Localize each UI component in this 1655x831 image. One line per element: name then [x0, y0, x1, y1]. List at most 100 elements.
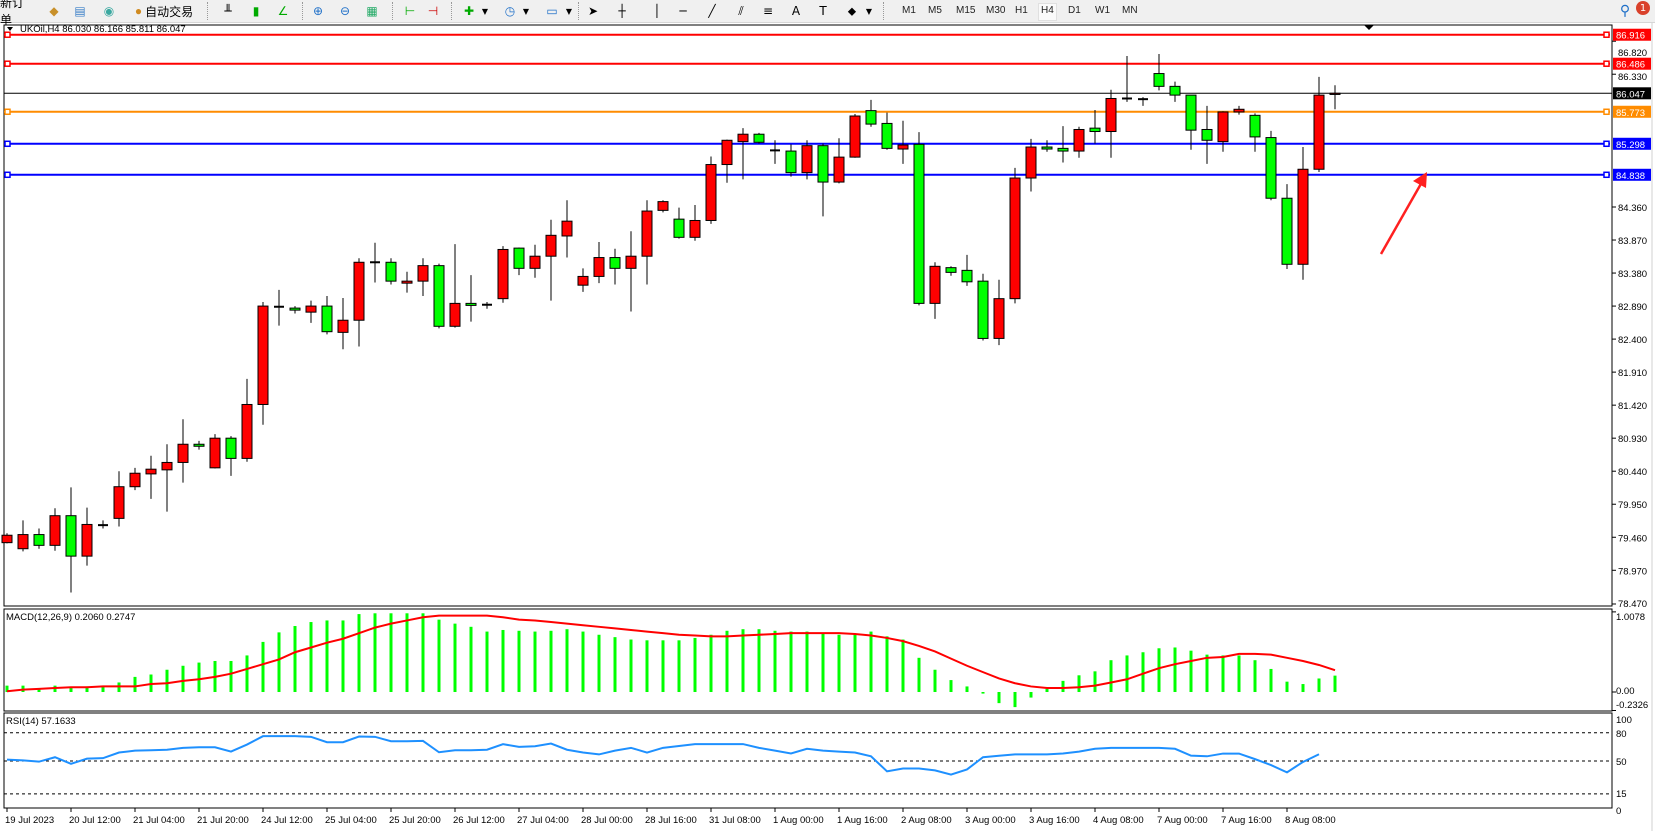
bar-chart-icon[interactable]: ╨ — [224, 4, 232, 18]
timeframe-mn-button[interactable]: MN — [1122, 5, 1138, 16]
fibonacci-icon[interactable]: ≡ — [762, 4, 774, 18]
timeframe-w1-button[interactable]: W1 — [1095, 5, 1110, 16]
periods-icon[interactable]: ◷ — [504, 4, 516, 18]
line-anchor-right[interactable] — [1603, 140, 1610, 148]
macd-axis-label: -0.2326 — [1616, 700, 1648, 711]
signal-icon[interactable]: ◉ — [103, 4, 115, 18]
candle-body — [865, 110, 877, 125]
arrows-icon[interactable]: ⬥ — [847, 3, 857, 18]
macd-histogram-bar — [725, 630, 729, 692]
macd-histogram-bar — [917, 657, 921, 692]
macd-histogram-bar — [1061, 680, 1065, 692]
candle-body — [689, 219, 701, 238]
rsi-axis-label: 0 — [1616, 806, 1621, 817]
vertical-line-icon[interactable]: │ — [653, 4, 661, 18]
timeframe-m5-button[interactable]: M5 — [928, 5, 942, 16]
macd-histogram-bar — [501, 629, 505, 692]
time-label: 1 Aug 00:00 — [773, 815, 824, 826]
text-icon[interactable]: A — [791, 4, 801, 18]
candle-body — [625, 255, 637, 269]
line-anchor-left[interactable] — [4, 60, 11, 67]
macd-histogram-bar — [357, 614, 361, 692]
macd-histogram-bar — [981, 692, 985, 694]
candle — [241, 378, 253, 462]
horizontal-line-icon[interactable]: ─ — [679, 4, 687, 18]
arrows-dropdown-icon[interactable]: ▼ — [865, 6, 873, 16]
time-label: 21 Jul 04:00 — [133, 815, 185, 826]
zoom-out-icon[interactable]: ⊖ — [339, 4, 351, 18]
macd-histogram-bar — [181, 665, 185, 692]
line-anchor-right[interactable] — [1603, 108, 1610, 116]
line-anchor-left[interactable] — [4, 140, 11, 148]
data-window-icon[interactable]: ▤ — [74, 4, 86, 18]
search-icon[interactable]: ⚲ — [1619, 3, 1631, 19]
candle — [321, 295, 333, 335]
line-anchor-right[interactable] — [1603, 31, 1610, 38]
tile-windows-icon[interactable]: ▦ — [366, 4, 378, 18]
candle-body — [801, 145, 813, 174]
cursor-icon[interactable]: ➤ — [587, 4, 599, 18]
macd-histogram-bar — [1285, 681, 1289, 692]
candle — [81, 507, 93, 566]
rsi-axis-label: 50 — [1616, 757, 1627, 768]
macd-signal-line — [6, 614, 1336, 693]
new-order-button[interactable]: 新订单 — [0, 0, 34, 27]
time-label: 3 Aug 16:00 — [1029, 815, 1080, 826]
time-label: 7 Aug 00:00 — [1157, 815, 1208, 826]
periods-dropdown-icon[interactable]: ▼ — [522, 6, 530, 16]
candle — [609, 248, 621, 285]
auto-trading-button[interactable]: ● 自动交易 — [128, 2, 200, 20]
macd-histogram-bar — [469, 626, 473, 692]
candle-body — [1153, 73, 1165, 87]
crosshair-icon[interactable]: ┼ — [618, 4, 626, 18]
chart-shift-marker-icon[interactable] — [1364, 25, 1374, 30]
timeframe-d1-button[interactable]: D1 — [1068, 5, 1081, 16]
candle-body — [561, 220, 573, 237]
line-chart-icon[interactable]: ∠ — [277, 4, 289, 18]
macd-histogram-bar — [757, 629, 761, 692]
zoom-in-icon[interactable]: ⊕ — [312, 4, 324, 18]
timeframe-m15-button[interactable]: M15 — [956, 5, 976, 16]
macd-histogram-bar — [309, 622, 313, 692]
candle — [17, 520, 29, 552]
line-anchor-right[interactable] — [1603, 60, 1610, 67]
macd-histogram-bar — [933, 669, 937, 692]
equidistant-channel-icon[interactable]: ⫽ — [738, 3, 744, 18]
candle-body — [1009, 177, 1021, 300]
candle — [49, 508, 61, 551]
line-anchor-left[interactable] — [4, 171, 11, 179]
line-anchor-left[interactable] — [4, 31, 11, 38]
chart-shift-icon[interactable]: ⊢ — [404, 4, 416, 18]
notification-icon[interactable]: 1 — [1636, 1, 1650, 15]
timeframe-m1-button[interactable]: M1 — [902, 5, 916, 16]
red-arrow-annotation[interactable] — [1379, 172, 1427, 255]
templates-icon[interactable]: ▭ — [546, 4, 558, 18]
folder-icon[interactable]: ◆ — [49, 4, 59, 18]
timeframe-m30-button[interactable]: M30 — [986, 5, 1006, 16]
trendline-icon[interactable]: ╱ — [708, 4, 716, 18]
price-tick-label: 80.440 — [1618, 467, 1647, 478]
macd-histogram-bar — [853, 633, 857, 692]
macd-histogram-bar — [437, 619, 441, 692]
candle-body — [449, 302, 461, 327]
candlestick-icon[interactable]: ▮ — [252, 4, 260, 18]
autoscroll-icon[interactable]: ⊣ — [427, 4, 439, 18]
line-anchor-right[interactable] — [1603, 171, 1610, 179]
indicators-dropdown-icon[interactable]: ▼ — [481, 6, 489, 16]
templates-dropdown-icon[interactable]: ▼ — [565, 6, 573, 16]
macd-histogram-bar — [373, 613, 377, 692]
candle — [145, 455, 157, 499]
candle — [641, 200, 653, 285]
macd-histogram-bar — [901, 639, 905, 692]
price-tick-label: 82.890 — [1618, 302, 1647, 313]
timeframe-h4-button[interactable]: H4 — [1038, 3, 1057, 21]
macd-histogram-bar — [517, 630, 521, 692]
candle — [161, 444, 173, 512]
candle-body — [961, 269, 973, 283]
indicators-icon[interactable]: ✚ — [463, 4, 475, 18]
line-anchor-left[interactable] — [4, 108, 11, 116]
level-price-label: 86.916 — [1616, 31, 1645, 42]
text-label-icon[interactable]: T — [819, 4, 827, 18]
timeframe-h1-button[interactable]: H1 — [1015, 5, 1028, 16]
